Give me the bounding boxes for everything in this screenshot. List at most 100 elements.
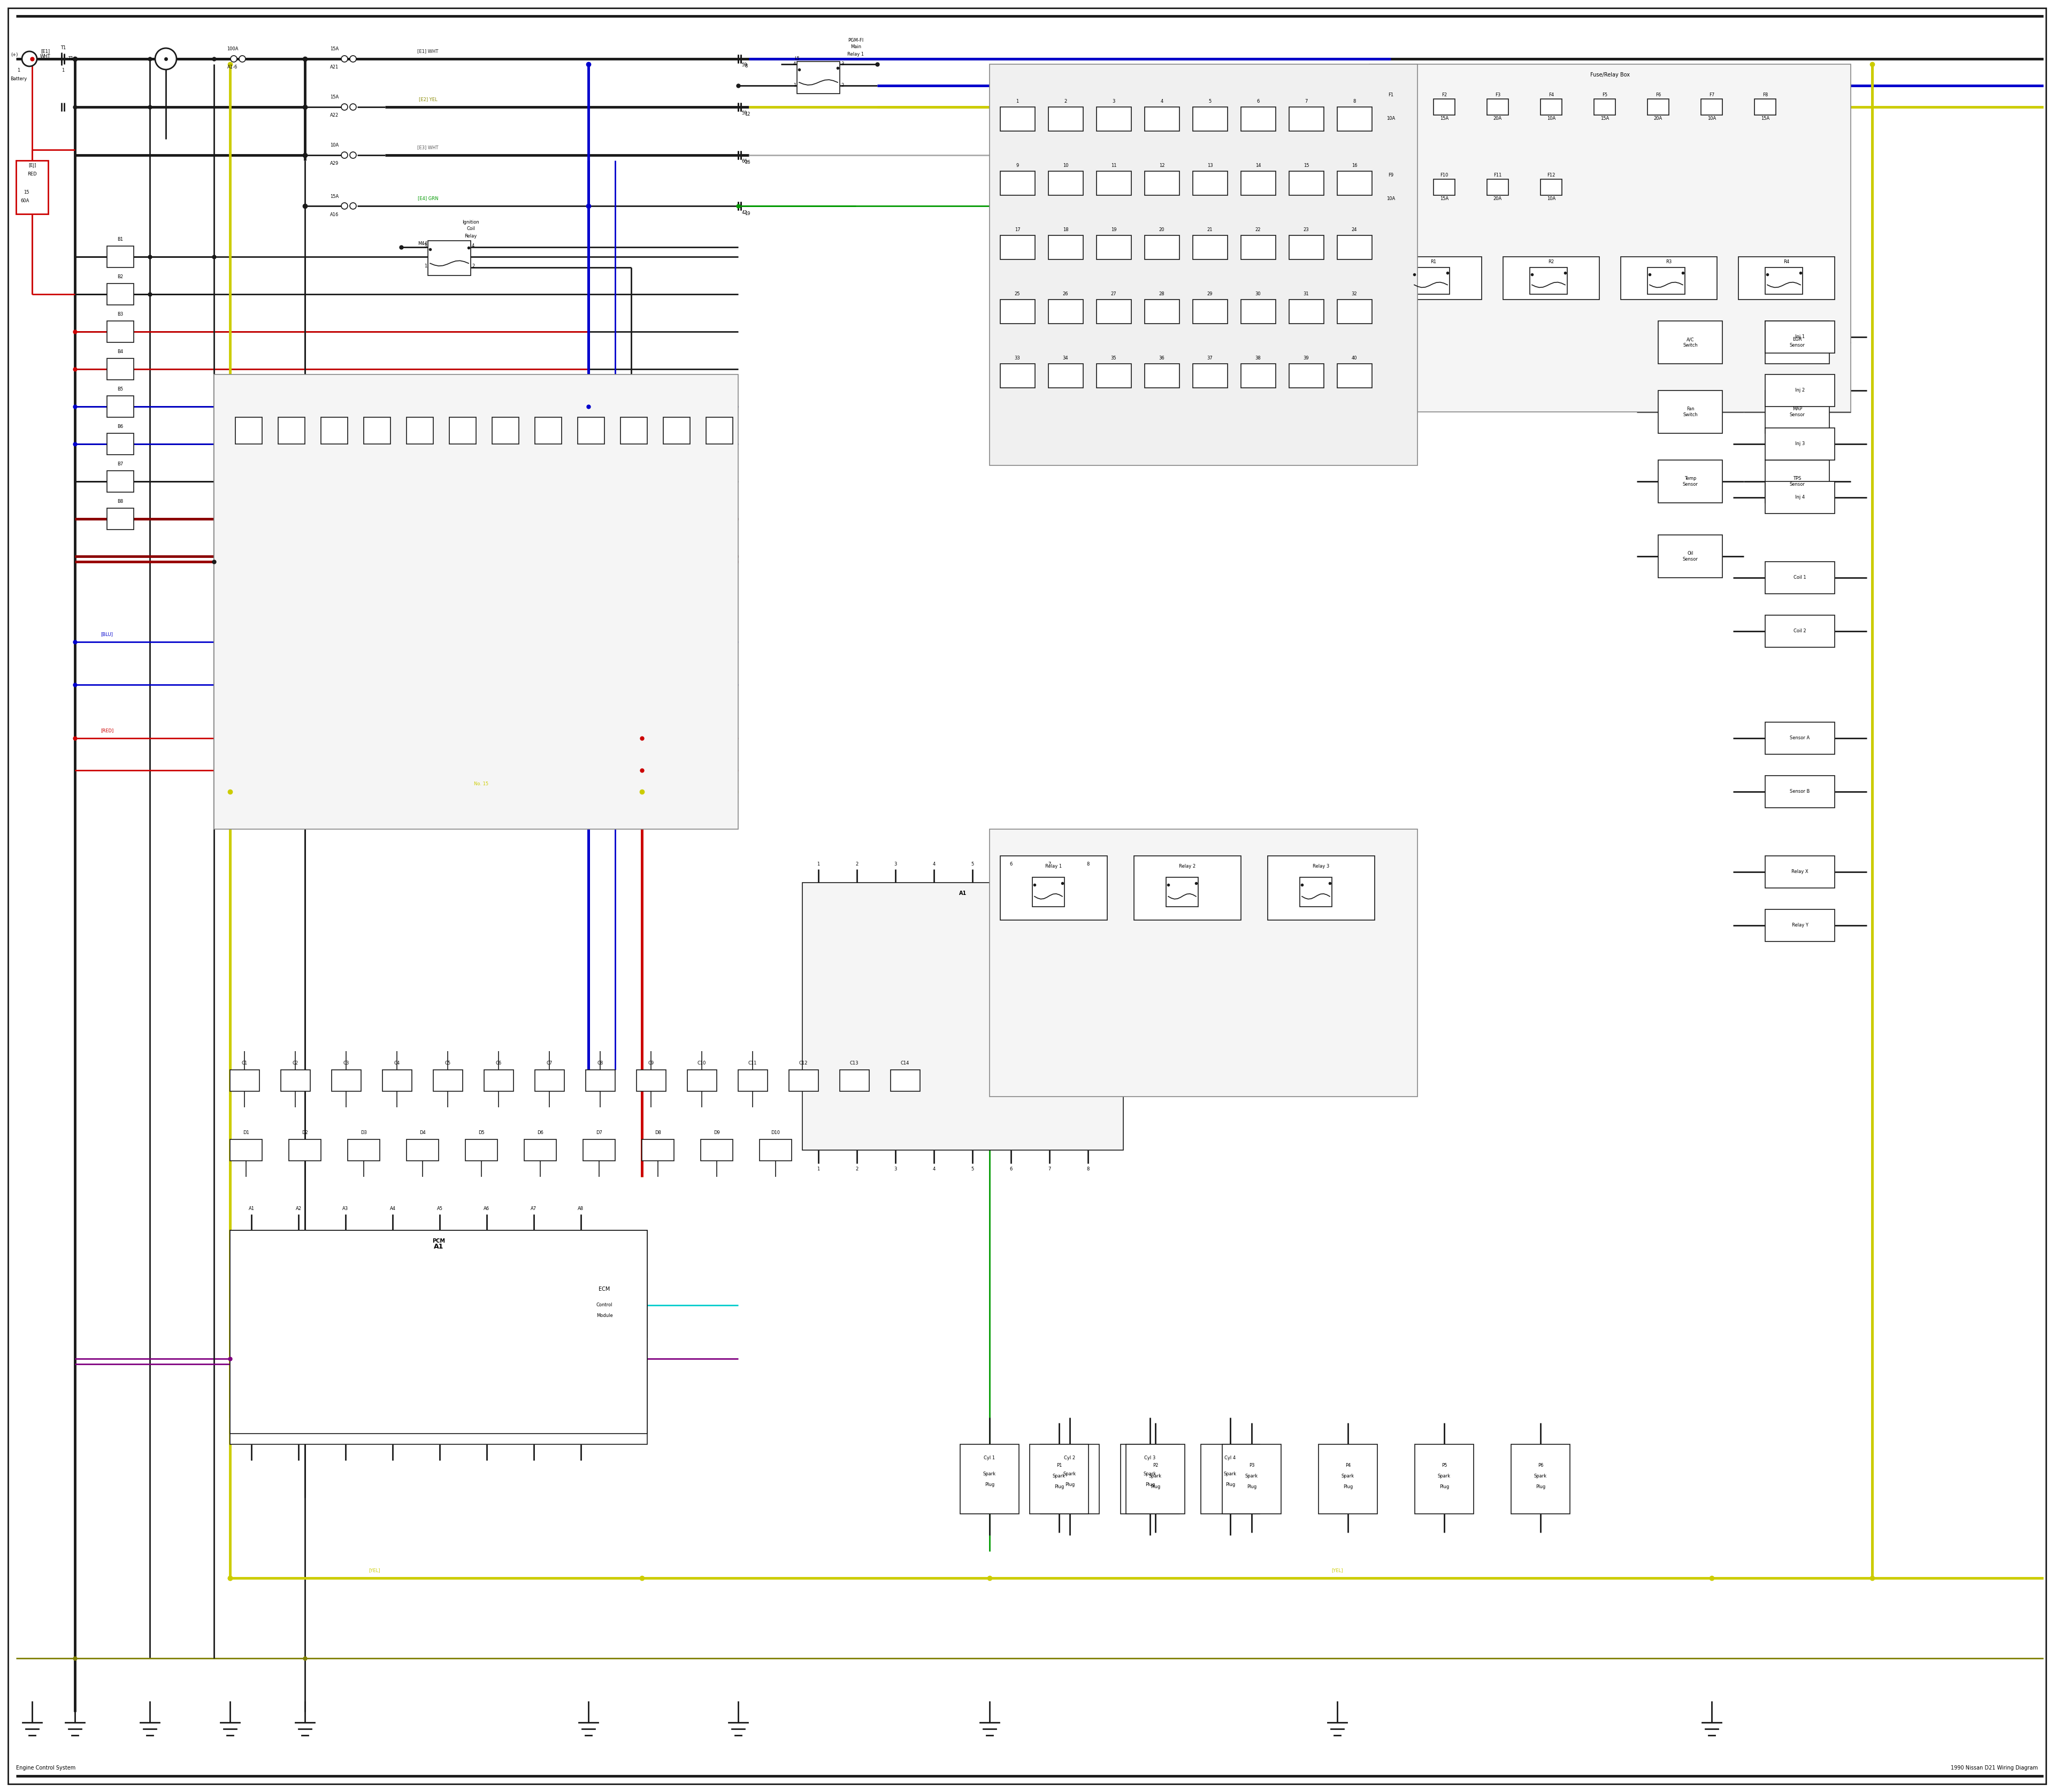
Text: 10A: 10A bbox=[1386, 116, 1395, 122]
Bar bbox=[1048, 299, 1082, 324]
Bar bbox=[382, 1070, 413, 1091]
Text: T1: T1 bbox=[68, 56, 74, 61]
Text: B4: B4 bbox=[117, 349, 123, 355]
Circle shape bbox=[156, 48, 177, 70]
Bar bbox=[407, 418, 433, 444]
Text: PCM: PCM bbox=[431, 1238, 446, 1244]
Bar bbox=[1290, 172, 1325, 195]
Text: D3: D3 bbox=[362, 1131, 368, 1136]
Text: 6: 6 bbox=[1009, 1167, 1013, 1172]
Bar bbox=[1241, 108, 1276, 131]
Bar bbox=[524, 1140, 557, 1161]
Text: (+): (+) bbox=[10, 52, 18, 57]
Bar bbox=[1048, 235, 1082, 260]
Text: F1: F1 bbox=[1389, 93, 1393, 97]
Bar bbox=[1041, 1444, 1099, 1514]
Text: C6: C6 bbox=[495, 1061, 501, 1066]
Text: A4: A4 bbox=[390, 1206, 396, 1211]
Text: 1: 1 bbox=[793, 82, 797, 88]
Text: No. 15: No. 15 bbox=[474, 781, 489, 787]
Text: A1: A1 bbox=[249, 1206, 255, 1211]
Circle shape bbox=[341, 152, 347, 158]
Text: Plug: Plug bbox=[1146, 1482, 1154, 1487]
Text: [E4] GRN: [E4] GRN bbox=[417, 195, 438, 201]
Text: P2: P2 bbox=[1152, 1464, 1158, 1468]
Text: Oil
Sensor: Oil Sensor bbox=[1682, 552, 1699, 561]
Text: Coil 1: Coil 1 bbox=[1793, 575, 1805, 581]
Bar bbox=[1487, 179, 1508, 195]
Text: 26: 26 bbox=[744, 159, 750, 165]
Bar bbox=[1144, 299, 1179, 324]
Text: Sensor A: Sensor A bbox=[1789, 737, 1810, 740]
Bar bbox=[1000, 235, 1035, 260]
Circle shape bbox=[349, 202, 355, 210]
Text: 9: 9 bbox=[1017, 163, 1019, 168]
Bar bbox=[1530, 267, 1567, 294]
Text: [BLU]: [BLU] bbox=[101, 633, 113, 636]
Text: 36: 36 bbox=[1158, 357, 1165, 360]
Bar bbox=[1300, 878, 1331, 907]
Text: 3: 3 bbox=[893, 862, 898, 866]
Bar bbox=[214, 375, 737, 830]
Bar bbox=[1097, 108, 1132, 131]
Bar bbox=[1764, 267, 1803, 294]
Text: D10: D10 bbox=[770, 1131, 781, 1136]
Text: 13: 13 bbox=[1208, 163, 1212, 168]
Bar bbox=[1380, 179, 1401, 195]
Bar bbox=[1764, 615, 1834, 647]
Text: 12: 12 bbox=[1158, 163, 1165, 168]
Bar bbox=[1764, 857, 1834, 889]
Circle shape bbox=[238, 56, 246, 63]
Text: Spark: Spark bbox=[984, 1471, 996, 1477]
Circle shape bbox=[23, 52, 37, 66]
Text: 15: 15 bbox=[25, 190, 29, 195]
Text: 20A: 20A bbox=[1653, 116, 1662, 122]
Text: C11: C11 bbox=[748, 1061, 758, 1066]
Text: Relay 2: Relay 2 bbox=[1179, 864, 1195, 869]
Text: 15A: 15A bbox=[331, 194, 339, 199]
Bar bbox=[891, 1070, 920, 1091]
Bar bbox=[789, 1070, 817, 1091]
Text: Inj 4: Inj 4 bbox=[1795, 495, 1805, 500]
Text: Coil: Coil bbox=[466, 226, 474, 231]
Bar bbox=[707, 418, 733, 444]
Bar bbox=[290, 1140, 320, 1161]
Bar bbox=[1701, 99, 1723, 115]
Circle shape bbox=[349, 152, 355, 158]
Bar bbox=[1658, 391, 1723, 434]
Text: ECM: ECM bbox=[598, 1287, 610, 1292]
Bar bbox=[331, 1070, 362, 1091]
Text: F6: F6 bbox=[1656, 93, 1662, 97]
Bar bbox=[1764, 321, 1834, 353]
Text: 5: 5 bbox=[1208, 99, 1212, 104]
Text: D5: D5 bbox=[479, 1131, 485, 1136]
Bar bbox=[1504, 256, 1600, 299]
Text: 3: 3 bbox=[423, 244, 427, 249]
Text: D9: D9 bbox=[713, 1131, 719, 1136]
Bar bbox=[433, 1070, 462, 1091]
Text: C10: C10 bbox=[698, 1061, 707, 1066]
Bar bbox=[1290, 364, 1325, 387]
Bar bbox=[641, 1140, 674, 1161]
Text: 2: 2 bbox=[840, 82, 844, 88]
Text: WHT: WHT bbox=[41, 54, 51, 59]
Bar bbox=[1764, 776, 1834, 808]
Bar bbox=[230, 1070, 259, 1091]
Text: 24: 24 bbox=[1352, 228, 1358, 233]
Bar bbox=[1241, 172, 1276, 195]
Text: 8: 8 bbox=[1087, 862, 1089, 866]
Text: 4: 4 bbox=[472, 244, 474, 249]
Text: C12: C12 bbox=[799, 1061, 807, 1066]
Text: 1: 1 bbox=[817, 1167, 820, 1172]
Bar bbox=[1370, 65, 1851, 412]
Text: A2: A2 bbox=[296, 1206, 302, 1211]
Text: 25: 25 bbox=[1015, 292, 1021, 297]
Text: F8: F8 bbox=[1762, 93, 1768, 97]
Text: D7: D7 bbox=[596, 1131, 602, 1136]
Text: 1: 1 bbox=[817, 862, 820, 866]
Text: A6: A6 bbox=[485, 1206, 489, 1211]
Text: Plug: Plug bbox=[1536, 1486, 1545, 1489]
Text: [E1]: [E1] bbox=[41, 48, 49, 54]
Text: 10: 10 bbox=[1062, 163, 1068, 168]
Text: Sensor B: Sensor B bbox=[1789, 788, 1810, 794]
